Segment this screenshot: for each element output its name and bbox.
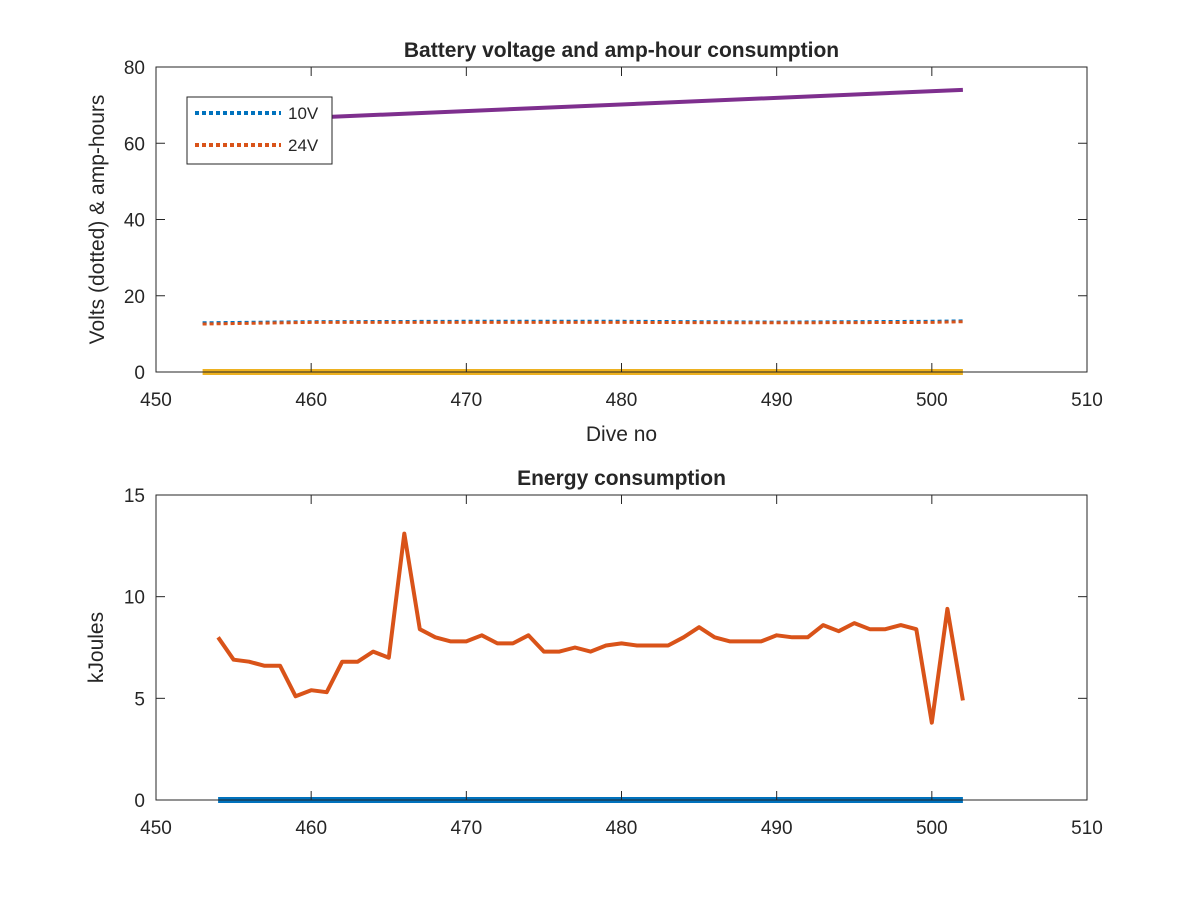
energy-y-axis-label: kJoules xyxy=(85,612,108,683)
x-tick-label: 460 xyxy=(295,390,327,411)
x-tick-label: 490 xyxy=(761,390,793,411)
x-tick-label: 450 xyxy=(140,390,172,411)
y-tick-label: 5 xyxy=(134,689,145,710)
y-tick-label: 80 xyxy=(124,58,145,79)
x-tick-label: 510 xyxy=(1071,390,1103,411)
x-tick-label: 450 xyxy=(140,818,172,839)
legend-label-24v: 24V xyxy=(288,136,319,155)
x-tick-label: 500 xyxy=(916,390,948,411)
x-tick-label: 460 xyxy=(295,818,327,839)
y-tick-label: 0 xyxy=(134,791,145,812)
voltage-y-axis-label: Volts (dotted) & amp-hours xyxy=(86,95,109,345)
x-tick-label: 510 xyxy=(1071,818,1103,839)
series-line-0-1 xyxy=(202,320,963,326)
x-tick-label: 490 xyxy=(761,818,793,839)
legend-label-10v: 10V xyxy=(288,104,319,123)
x-tick-label: 480 xyxy=(606,818,638,839)
x-tick-label: 500 xyxy=(916,818,948,839)
voltage-legend: 10V 24V xyxy=(186,96,333,165)
x-tick-label: 480 xyxy=(606,390,638,411)
voltage-panel: 450 460 470 480 490 500 510 0 20 40 60 80 Battery v… xyxy=(86,39,1103,446)
series-line-1-1 xyxy=(216,531,965,725)
x-tick-label: 470 xyxy=(450,818,482,839)
x-tick-label: 470 xyxy=(450,390,482,411)
y-tick-label: 60 xyxy=(124,134,145,155)
y-tick-label: 40 xyxy=(124,211,145,232)
y-tick-label: 10 xyxy=(124,588,145,609)
energy-plot-area xyxy=(156,495,1087,800)
voltage-chart-title: Battery voltage and amp-hour consumption xyxy=(404,39,839,62)
legend-box xyxy=(186,96,333,165)
energy-chart-title: Energy consumption xyxy=(517,467,726,490)
y-tick-label: 0 xyxy=(134,363,145,384)
y-tick-label: 20 xyxy=(124,287,145,308)
y-tick-label: 15 xyxy=(124,486,145,507)
voltage-ticks: 450 460 470 480 490 500 510 0 20 40 60 80 xyxy=(124,58,1103,411)
voltage-x-axis-label: Dive no xyxy=(586,423,657,446)
